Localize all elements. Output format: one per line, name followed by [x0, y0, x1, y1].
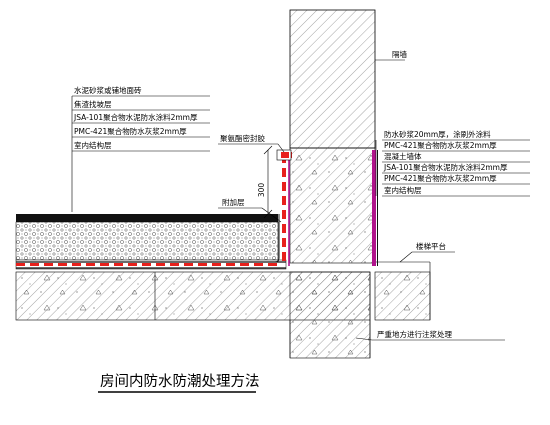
- left-layer-5: 室内结构层: [74, 140, 112, 150]
- concrete-structure: [15, 147, 431, 359]
- left-layer-1: 水泥砂浆或铺地面砖: [74, 85, 142, 95]
- drawing-title: 房间内防水防潮处理方法: [98, 373, 260, 393]
- right-layer-4: JSA-101聚合物水泥防水涂料2mm厚: [383, 162, 508, 172]
- right-layer-1: 防水砂浆20mm厚，涂刷外涂料: [384, 129, 491, 139]
- right-layer-3: 混凝土墙体: [384, 151, 422, 161]
- right-layer-6: 室内结构层: [384, 185, 422, 195]
- right-callout: 防水砂浆20mm厚，涂刷外涂料 PMC-421聚合物防水灰浆2mm厚 混凝土墙体…: [375, 129, 530, 197]
- partition-wall-label: 隔墙: [392, 49, 407, 59]
- sealant-callout: 聚氨酯密封胶: [218, 133, 285, 153]
- right-layer-5: PMC-421聚合物防水灰浆2mm厚: [384, 173, 497, 183]
- dimension-text: 300: [257, 183, 266, 198]
- left-layer-2: 焦渣找坡层: [74, 99, 112, 109]
- title-text: 房间内防水防潮处理方法: [100, 373, 260, 390]
- partition-wall: [289, 9, 376, 149]
- left-layer-4: PMC-421聚合物防水灰浆2mm厚: [74, 126, 187, 136]
- grout-note-label: 严重地方进行注浆处理: [377, 329, 452, 339]
- floor-buildup: [15, 214, 287, 270]
- partition-wall-callout: 隔墙: [375, 49, 407, 61]
- extra-layer-label: 附加层: [222, 197, 245, 207]
- sealant-block: [276, 149, 292, 161]
- right-layer-2: PMC-421聚合物防水灰浆2mm厚: [384, 140, 497, 150]
- stair-platform-callout: 楼梯平台: [399, 241, 455, 263]
- dimension-300: 300: [257, 145, 273, 219]
- extra-layer-callout: 附加层: [218, 197, 282, 223]
- stair-platform-label: 楼梯平台: [416, 241, 446, 251]
- sealant-label: 聚氨酯密封胶: [220, 133, 265, 143]
- grout-note-callout: 严重地方进行注浆处理: [355, 329, 505, 341]
- right-wall-membrane: [372, 150, 378, 266]
- left-layer-3: JSA-101聚合物水泥防水涂料2mm厚: [73, 112, 198, 122]
- left-callout: 水泥砂浆或铺地面砖 焦渣找坡层 JSA-101聚合物水泥防水涂料2mm厚 PMC…: [71, 85, 210, 212]
